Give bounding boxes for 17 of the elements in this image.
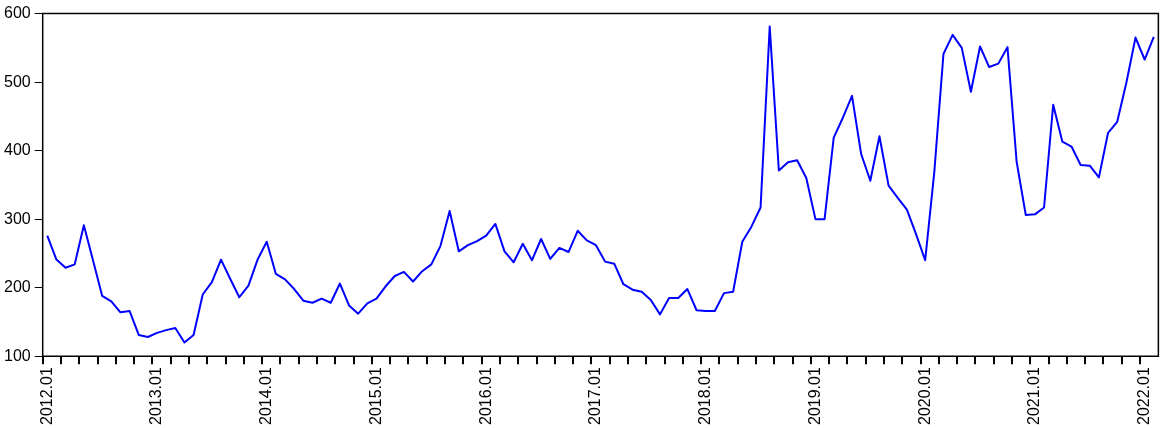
- x-tick-label: 2020.01: [915, 367, 933, 426]
- x-tick-label: 2014.01: [257, 367, 275, 426]
- x-tick-label: 2018.01: [696, 367, 714, 426]
- x-tick-label: 2022.01: [1135, 367, 1153, 426]
- y-tick-label: 500: [3, 72, 31, 90]
- x-tick-label: 2019.01: [805, 367, 823, 426]
- x-tick-label: 2013.01: [147, 367, 165, 426]
- x-tick-label: 2012.01: [37, 367, 55, 426]
- y-tick-label: 200: [3, 278, 31, 296]
- y-tick-label: 600: [3, 4, 31, 22]
- x-tick-label: 2021.01: [1025, 367, 1043, 426]
- x-tick-label: 2017.01: [586, 367, 604, 426]
- y-tick-label: 400: [3, 141, 31, 159]
- x-tick-label: 2016.01: [476, 367, 494, 426]
- y-tick-label: 300: [3, 209, 31, 227]
- x-tick-label: 2015.01: [366, 367, 384, 426]
- y-tick-label: 100: [3, 346, 31, 364]
